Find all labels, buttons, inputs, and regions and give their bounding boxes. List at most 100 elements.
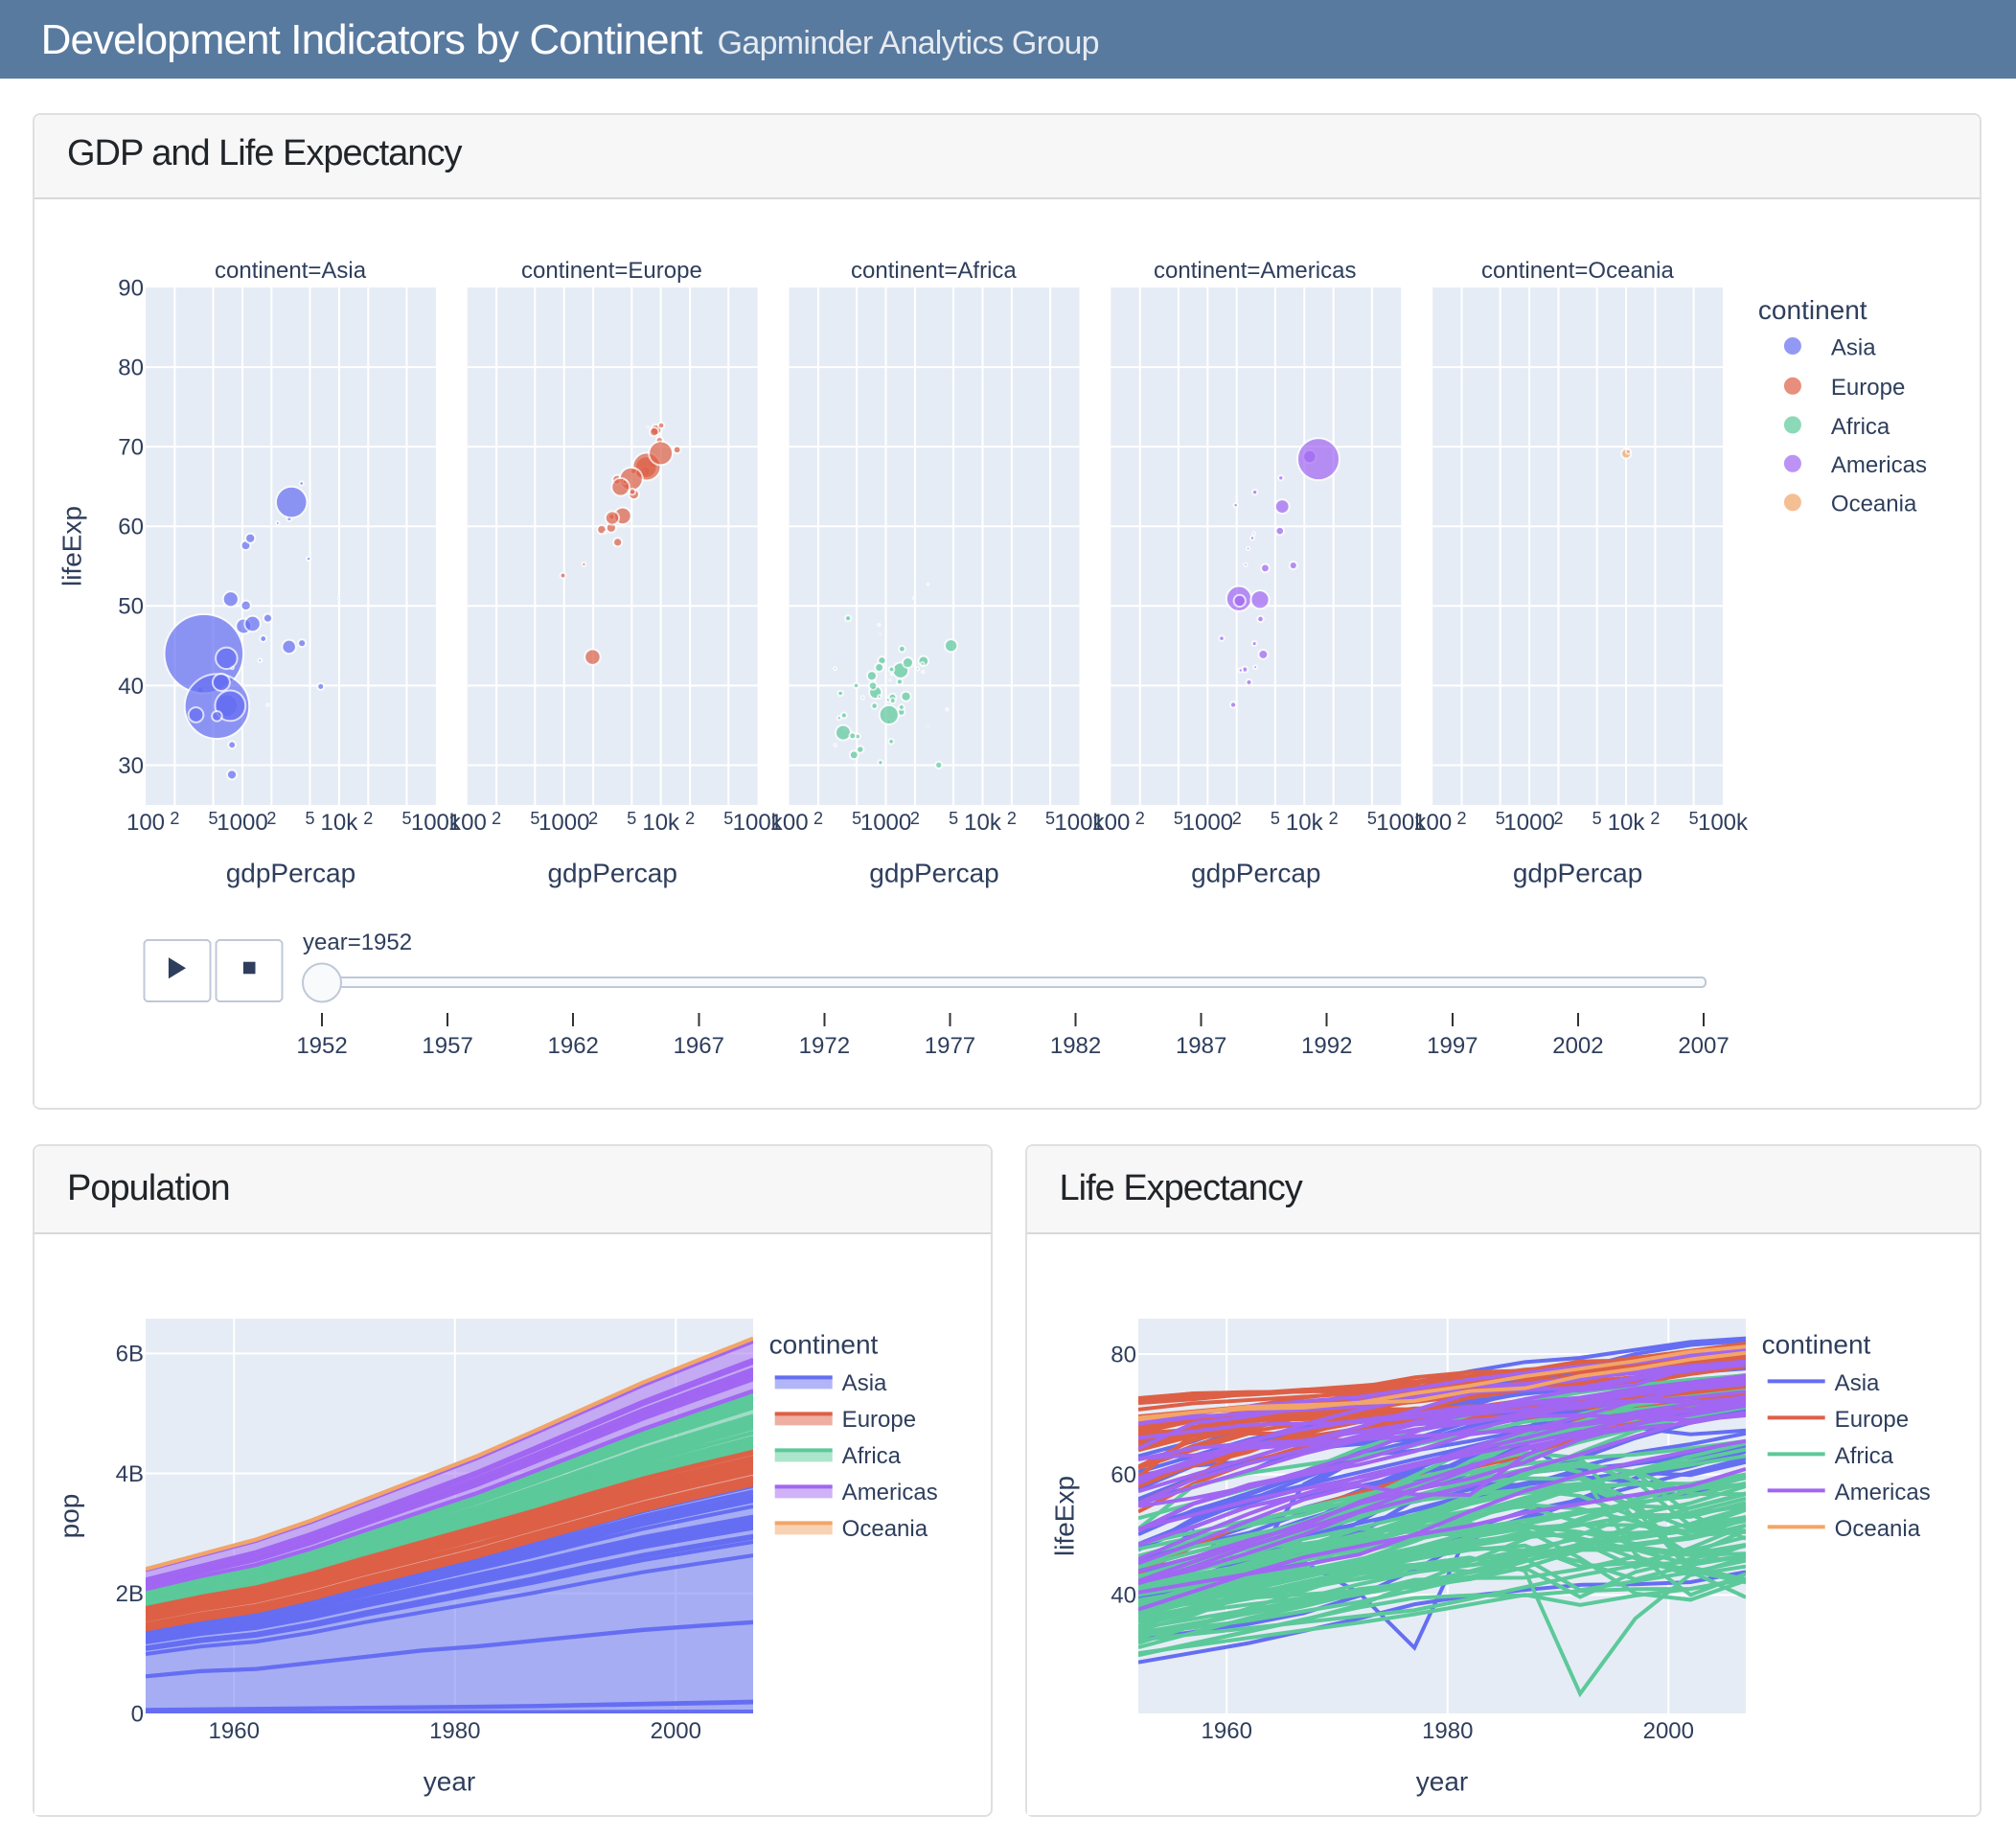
svg-text:80: 80 <box>1110 1343 1135 1368</box>
svg-text:pop: pop <box>54 1494 83 1539</box>
svg-text:4B: 4B <box>115 1461 143 1487</box>
svg-text:50: 50 <box>118 594 144 620</box>
svg-text:60: 60 <box>1110 1462 1135 1488</box>
svg-text:1980: 1980 <box>1421 1718 1472 1744</box>
svg-text:2000: 2000 <box>1642 1718 1693 1744</box>
svg-text:5: 5 <box>723 809 733 828</box>
svg-text:60: 60 <box>118 515 144 540</box>
svg-text:continent=Oceania: continent=Oceania <box>1481 258 1674 284</box>
svg-text:100k: 100k <box>1697 810 1748 836</box>
svg-text:5: 5 <box>1688 809 1698 828</box>
svg-text:1000: 1000 <box>1181 810 1232 836</box>
svg-text:2: 2 <box>1456 809 1466 828</box>
svg-text:Asia: Asia <box>1830 334 1875 360</box>
svg-text:2: 2 <box>1553 809 1563 828</box>
svg-text:2: 2 <box>1231 809 1241 828</box>
svg-text:2: 2 <box>170 809 179 828</box>
svg-text:100k: 100k <box>732 810 783 836</box>
svg-text:2: 2 <box>1134 809 1144 828</box>
svg-text:2: 2 <box>813 809 822 828</box>
svg-text:100: 100 <box>126 810 164 836</box>
svg-text:gdpPercap: gdpPercap <box>1191 859 1320 888</box>
svg-text:10k: 10k <box>1607 810 1645 836</box>
svg-text:continent: continent <box>1761 1330 1870 1360</box>
svg-text:2: 2 <box>1006 809 1016 828</box>
svg-text:100: 100 <box>447 810 486 836</box>
svg-text:Oceania: Oceania <box>1834 1516 1920 1542</box>
svg-text:5: 5 <box>1270 809 1279 828</box>
svg-text:80: 80 <box>118 355 144 380</box>
svg-text:40: 40 <box>118 674 144 700</box>
svg-text:lifeExp: lifeExp <box>1048 1476 1078 1556</box>
svg-text:30: 30 <box>118 753 144 779</box>
svg-text:Asia: Asia <box>1834 1370 1879 1396</box>
svg-text:Americas: Americas <box>841 1480 937 1505</box>
svg-text:1000: 1000 <box>217 810 267 836</box>
svg-text:5: 5 <box>852 809 861 828</box>
svg-text:Africa: Africa <box>1830 414 1890 440</box>
svg-text:100: 100 <box>1413 810 1452 836</box>
svg-text:5: 5 <box>1173 809 1182 828</box>
svg-text:2: 2 <box>909 809 919 828</box>
svg-text:Americas: Americas <box>1830 452 1926 478</box>
svg-text:2: 2 <box>266 809 276 828</box>
svg-text:2000: 2000 <box>650 1718 700 1744</box>
svg-text:5: 5 <box>949 809 958 828</box>
svg-text:Europe: Europe <box>1830 375 1904 401</box>
svg-text:100k: 100k <box>1376 810 1427 836</box>
svg-text:Oceania: Oceania <box>1830 492 1916 517</box>
svg-text:10k: 10k <box>964 810 1002 836</box>
svg-text:5: 5 <box>305 809 314 828</box>
svg-text:5: 5 <box>1366 809 1376 828</box>
svg-text:2: 2 <box>1650 809 1660 828</box>
svg-text:100: 100 <box>769 810 808 836</box>
svg-text:1000: 1000 <box>538 810 589 836</box>
svg-text:year: year <box>423 1767 474 1797</box>
svg-text:6B: 6B <box>115 1342 143 1367</box>
svg-text:10k: 10k <box>320 810 358 836</box>
svg-text:10k: 10k <box>642 810 680 836</box>
svg-text:1960: 1960 <box>208 1718 259 1744</box>
svg-text:Europe: Europe <box>1834 1407 1908 1433</box>
svg-text:5: 5 <box>401 809 411 828</box>
svg-text:1980: 1980 <box>429 1718 480 1744</box>
svg-text:2: 2 <box>363 809 373 828</box>
svg-text:2: 2 <box>492 809 501 828</box>
svg-text:90: 90 <box>118 275 144 301</box>
svg-text:0: 0 <box>130 1702 143 1728</box>
svg-text:Europe: Europe <box>841 1407 915 1433</box>
svg-text:70: 70 <box>118 435 144 461</box>
svg-text:1000: 1000 <box>859 810 910 836</box>
svg-text:year=1952: year=1952 <box>303 930 412 955</box>
svg-text:gdpPercap: gdpPercap <box>225 859 355 888</box>
svg-text:gdpPercap: gdpPercap <box>869 859 998 888</box>
svg-text:100k: 100k <box>410 810 461 836</box>
svg-text:5: 5 <box>627 809 636 828</box>
svg-text:2B: 2B <box>115 1581 143 1607</box>
svg-text:5: 5 <box>1045 809 1055 828</box>
svg-text:continent=Africa: continent=Africa <box>851 258 1017 284</box>
svg-text:continent: continent <box>768 1330 878 1360</box>
svg-text:Africa: Africa <box>1834 1443 1893 1469</box>
svg-text:40: 40 <box>1110 1583 1135 1609</box>
svg-text:2: 2 <box>685 809 695 828</box>
svg-text:continent=Europe: continent=Europe <box>521 258 702 284</box>
svg-text:year: year <box>1415 1767 1467 1797</box>
svg-text:continent=Americas: continent=Americas <box>1154 258 1356 284</box>
svg-text:2: 2 <box>588 809 598 828</box>
svg-text:gdpPercap: gdpPercap <box>547 859 676 888</box>
svg-text:gdpPercap: gdpPercap <box>1512 859 1641 888</box>
svg-text:continent: continent <box>1757 295 1867 325</box>
svg-text:Oceania: Oceania <box>841 1516 928 1542</box>
svg-text:100k: 100k <box>1054 810 1105 836</box>
svg-text:continent=Asia: continent=Asia <box>215 258 367 284</box>
svg-text:Asia: Asia <box>841 1370 886 1396</box>
svg-text:5: 5 <box>1495 809 1504 828</box>
svg-text:5: 5 <box>208 809 218 828</box>
svg-text:1000: 1000 <box>1503 810 1554 836</box>
svg-text:5: 5 <box>530 809 539 828</box>
svg-text:1960: 1960 <box>1201 1718 1251 1744</box>
svg-text:10k: 10k <box>1285 810 1323 836</box>
svg-text:100: 100 <box>1091 810 1130 836</box>
svg-text:2: 2 <box>1328 809 1338 828</box>
